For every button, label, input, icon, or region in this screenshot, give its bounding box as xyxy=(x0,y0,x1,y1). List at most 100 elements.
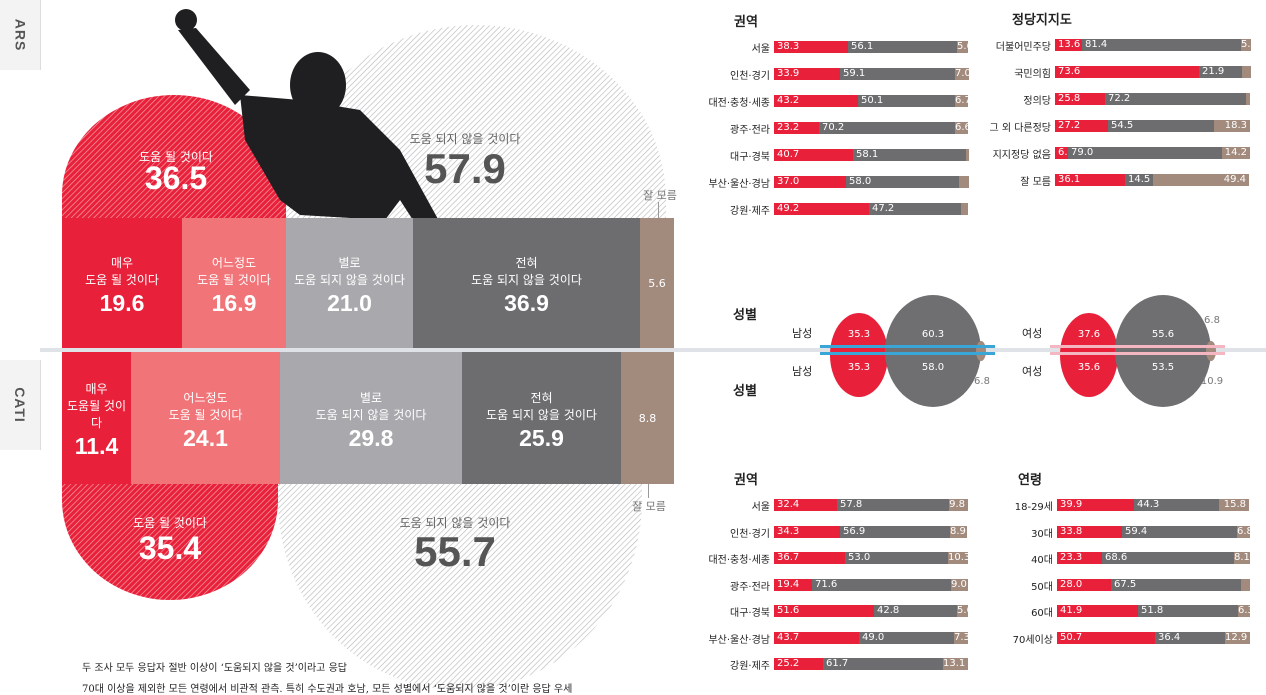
chart-5-bar-1-seg-1: 59.4 xyxy=(1122,525,1237,538)
tab-cati[interactable]: CATI xyxy=(0,360,41,450)
chart-1-category-3: 그 외 다른정당 xyxy=(989,123,1051,134)
chart-1-bar-4-seg-2: 14.2 xyxy=(1222,147,1250,159)
ars-segment-2-line2: 도움 되지 않을 것이다 xyxy=(294,272,405,287)
chart-5-category-1: 30대 xyxy=(1031,528,1053,540)
ars-segment-4: 5.6 xyxy=(640,218,674,348)
gender-chart-3-group-1-label-0: 35.6 xyxy=(1077,362,1101,373)
ars-segment-3-value: 36.9 xyxy=(504,289,549,316)
gender-chart-2-group-1-label-1: 55.6 xyxy=(1151,329,1175,340)
chart-1-bar-5-seg-2: 49.4 xyxy=(1153,174,1249,186)
chart-0-bar-5-seg-1: 58.0 xyxy=(846,176,959,188)
chart-5-bar-1-seg-0: 33.8 xyxy=(1057,525,1122,538)
cati-segment-2-value: 29.8 xyxy=(348,424,394,451)
ars-segment-1-value: 16.9 xyxy=(211,289,257,316)
gender-0-red-circle xyxy=(830,313,888,397)
chart-1-bar-4-seg-0: 6.8 xyxy=(1055,147,1068,159)
chart-4-bar-1-seg-2: 8.9 xyxy=(950,525,967,538)
gender-cati-title: 성별 xyxy=(733,384,757,399)
tab-ars[interactable]: ARS xyxy=(0,0,41,70)
gender-0-brown-dot xyxy=(976,341,986,361)
chart-1-bar-3-seg-0: 27.2 xyxy=(1055,120,1108,132)
chart-4-bar-3-seg-0: 19.4 xyxy=(774,578,812,591)
cati-segment-4: 8.8 xyxy=(621,352,674,484)
chart-1-bar-1-seg-2 xyxy=(1242,66,1251,78)
chart-1-bar-1-seg-1: 21.9 xyxy=(1199,66,1242,78)
gender-0-highlight-line-2 xyxy=(820,352,995,355)
ars-dontknow-label: 잘 모름 xyxy=(643,189,677,202)
cati-segment-3-line2: 도움 되지 않을 것이다 xyxy=(486,407,597,422)
cati-segment-0-line2: 도움될 것이다 xyxy=(66,399,126,430)
chart-0-bar-6-seg-2 xyxy=(961,203,968,215)
chart-4-category-0: 서울 xyxy=(751,502,770,513)
chart-4-bar-2-seg-1: 53.0 xyxy=(845,552,948,564)
chart-0-category-6: 강원·제주 xyxy=(730,206,770,217)
chart-1-bar-3-seg-2: 18.3 xyxy=(1214,120,1250,132)
gender-1-brown-dot xyxy=(1206,341,1216,361)
chart-4-bar-3-seg-1: 71.6 xyxy=(812,578,951,591)
cati-segment-3-value: 25.9 xyxy=(519,424,564,451)
cati-segment-0-line1: 매우 xyxy=(85,382,108,396)
chart-1-bar-2-seg-1: 72.2 xyxy=(1105,93,1246,105)
ars-segment-4-value: 5.6 xyxy=(648,276,666,290)
gender-0-highlight-line xyxy=(820,345,995,348)
cati-negative-label: 도움 되지 않을 것이다 xyxy=(399,516,511,530)
chart-4-category-4: 대구·경북 xyxy=(730,608,770,619)
chart-4-bar-4-seg-2: 5.6 xyxy=(957,605,968,617)
chart-1-bar-2-seg-0: 25.8 xyxy=(1055,93,1105,105)
chart-0-bar-3-seg-0: 23.2 xyxy=(774,122,819,134)
chart-0-category-1: 인천·경기 xyxy=(730,71,770,82)
center-divider xyxy=(40,348,1266,352)
chart-5-bar-2-seg-1: 68.6 xyxy=(1102,552,1234,564)
gender-0-gray-circle xyxy=(885,295,981,407)
chart-5-category-3: 50대 xyxy=(1031,581,1053,593)
ars-positive-label: 도움 될 것이다 xyxy=(139,150,213,164)
chart-1-bar-0-seg-2: 5.0 xyxy=(1241,39,1251,51)
cati-segment-1-line2: 도움 될 것이다 xyxy=(168,407,243,422)
chart-0-bar-6-seg-0: 49.2 xyxy=(774,203,869,215)
chart-5-bar-4-seg-0: 41.9 xyxy=(1057,605,1138,617)
person-silhouette xyxy=(175,9,460,268)
chart-0-bar-4-seg-2 xyxy=(966,149,969,161)
ars-segment-1: 어느정도 도움 될 것이다 16.9 xyxy=(182,218,286,348)
chart-4-bar-5-seg-0: 43.7 xyxy=(774,631,859,644)
gender-chart-2-group-1-label-0: 37.6 xyxy=(1077,329,1101,340)
chart-5-bar-0-seg-0: 39.9 xyxy=(1057,499,1134,511)
chart-1-bar-4-seg-1: 79.0 xyxy=(1068,147,1222,159)
chart-1-bar-1-seg-0: 73.6 xyxy=(1055,66,1199,78)
chart-4-category-3: 광주·전라 xyxy=(730,581,770,593)
gender-chart-3-group-0-label-1: 58.0 xyxy=(921,362,945,373)
cati-segment-2-line2: 도움 되지 않을 것이다 xyxy=(315,407,427,422)
ars-positive-total: 36.5 xyxy=(144,160,208,196)
chart-0-category-4: 대구·경북 xyxy=(730,152,770,163)
gender-chart-3-group-1-label-2: 10.9 xyxy=(1200,376,1224,387)
chart-0-category-2: 대전·충청·세종 xyxy=(708,98,770,109)
chart-5-bar-2-seg-0: 23.3 xyxy=(1057,552,1102,564)
chart-4-title: 권역 xyxy=(734,473,758,488)
cati-segment-3-line1: 전혀 xyxy=(530,390,553,405)
chart-5-bar-3-seg-1: 67.5 xyxy=(1111,578,1241,591)
chart-4-bar-6-seg-0: 25.2 xyxy=(774,658,823,670)
chart-0-bar-5-seg-2 xyxy=(959,176,969,188)
gender-1-gray-circle xyxy=(1115,295,1211,407)
chart-4-bar-2-seg-0: 36.7 xyxy=(774,552,845,564)
gender-1-red-circle xyxy=(1060,313,1118,397)
chart-5-category-0: 18-29세 xyxy=(1014,502,1053,513)
chart-4-bar-6-seg-1: 61.7 xyxy=(823,658,943,670)
chart-4-category-6: 강원·제주 xyxy=(730,661,770,672)
chart-0-bar-3-seg-1: 70.2 xyxy=(819,122,955,134)
ars-segment-2-value: 21.0 xyxy=(327,289,372,316)
ars-segment-2-line1: 별로 xyxy=(338,255,361,270)
chart-0-bar-1-seg-0: 33.9 xyxy=(774,68,840,80)
cati-positive-arch xyxy=(62,484,278,600)
chart-1-category-4: 지지정당 없음 xyxy=(992,150,1051,161)
ars-segment-3: 전혀 도움 되지 않을 것이다 36.9 xyxy=(413,218,640,348)
cati-segment-0: 매우 도움될 것이다 11.4 xyxy=(62,352,131,484)
ars-dontknow-tick xyxy=(658,202,659,218)
chart-4-bar-0-seg-1: 57.8 xyxy=(837,499,949,511)
chart-1-category-2: 정의당 xyxy=(1023,96,1051,107)
chart-1-bar-3-seg-1: 54.5 xyxy=(1108,120,1214,132)
ars-segment-0-value: 19.6 xyxy=(99,289,145,316)
chart-1-bar-0-seg-1: 81.4 xyxy=(1082,39,1241,51)
chart-5-bar-5-seg-1: 36.4 xyxy=(1155,631,1225,644)
